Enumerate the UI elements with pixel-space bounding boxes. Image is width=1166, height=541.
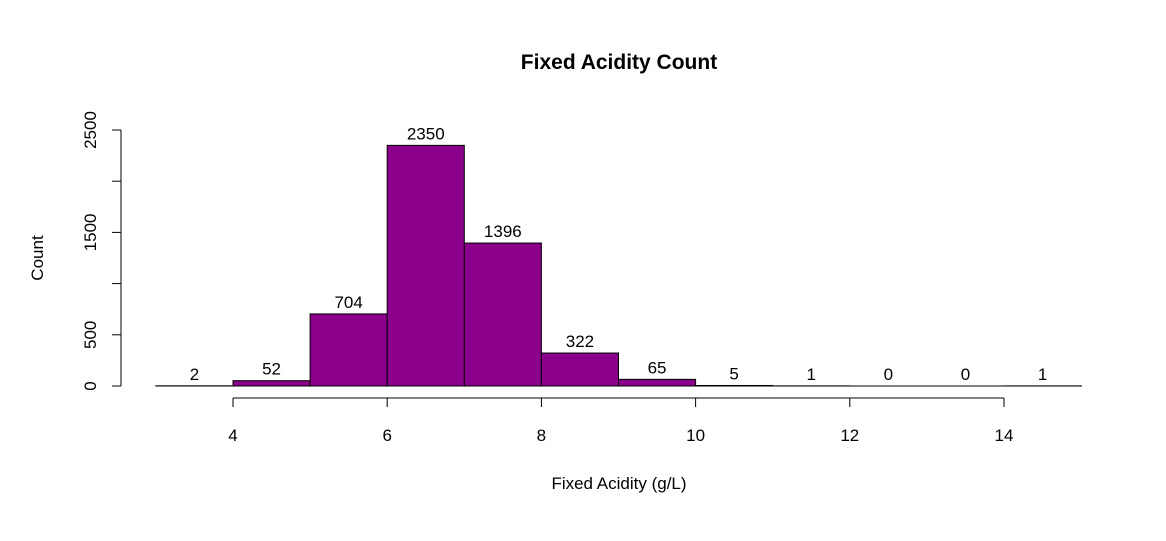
- y-axis: 0 500 1500 2500: [81, 111, 122, 391]
- histogram-bar: [695, 384, 774, 387]
- y-tick-label: 2500: [81, 111, 100, 149]
- histogram-bar: [463, 242, 542, 387]
- bar-count-label: 0: [961, 365, 970, 384]
- x-axis: 4 6 8 10 12 14: [228, 397, 1014, 445]
- bar-count-label: 2350: [407, 124, 445, 143]
- histogram-bar: [618, 378, 697, 387]
- bar-count-label: 0: [884, 365, 893, 384]
- bar-count-label: 2: [190, 365, 199, 384]
- bar-count-label: 704: [334, 293, 362, 312]
- chart-title: Fixed Acidity Count: [521, 51, 717, 74]
- x-tick-label: 8: [537, 426, 546, 445]
- y-tick-label: 0: [81, 381, 100, 390]
- data-labels-group: 2 52 704 2350 1396 322 65 5 1 0 0 1: [190, 124, 1048, 384]
- x-tick-label: 4: [228, 426, 237, 445]
- bar-count-label: 65: [648, 358, 667, 377]
- y-axis-label: Count: [28, 235, 47, 281]
- x-tick-label: 6: [382, 426, 391, 445]
- bar-count-label: 1: [807, 365, 816, 384]
- histogram-bar: [309, 313, 388, 387]
- x-tick-label: 12: [840, 426, 859, 445]
- x-axis-label: Fixed Acidity (g/L): [551, 474, 686, 493]
- bar-count-label: 5: [729, 364, 738, 383]
- y-tick-label: 1500: [81, 213, 100, 251]
- histogram-bar: [386, 144, 465, 387]
- histogram-bar: [540, 352, 620, 387]
- x-tick-label: 10: [686, 426, 705, 445]
- bar-count-label: 1396: [484, 222, 522, 241]
- bar-count-label: 52: [262, 360, 281, 379]
- bar-count-label: 1: [1038, 365, 1047, 384]
- bar-count-label: 322: [566, 332, 594, 351]
- x-tick-label: 14: [995, 426, 1014, 445]
- y-tick-label: 500: [81, 321, 100, 349]
- histogram-bar: [232, 380, 311, 387]
- bars-group: [155, 144, 1082, 387]
